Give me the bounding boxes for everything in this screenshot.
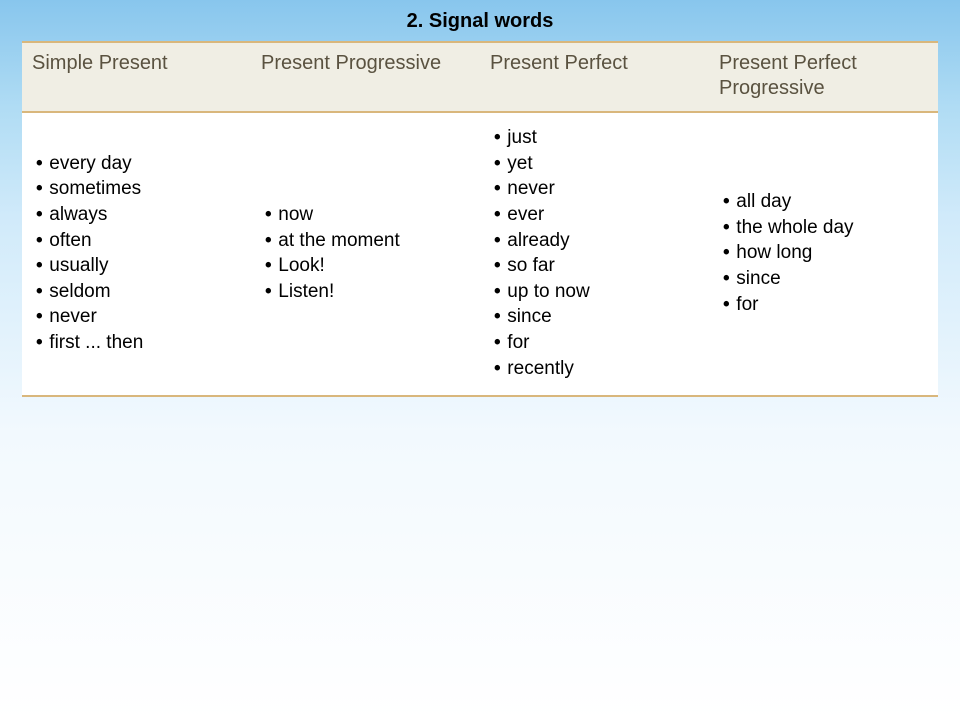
list-item: always [36, 202, 241, 228]
list-item: sometimes [36, 176, 241, 202]
list-item: never [36, 304, 241, 330]
list-item: up to now [494, 279, 699, 305]
list-item: seldom [36, 279, 241, 305]
cell-present-perfect: justyetnevereveralreadyso farup to nowsi… [480, 112, 709, 396]
list-item: first ... then [36, 330, 241, 356]
list-item: often [36, 228, 241, 254]
list-item: since [723, 266, 928, 292]
cell-simple-present: every daysometimesalwaysoftenusuallyseld… [22, 112, 251, 396]
col-header-simple-present: Simple Present [22, 42, 251, 112]
list-item: at the moment [265, 228, 470, 254]
col-header-present-perfect-progressive: Present Perfect Progressive [709, 42, 938, 112]
list-item: never [494, 176, 699, 202]
cell-present-perfect-progressive: all daythe whole dayhow longsincefor [709, 112, 938, 396]
slide: 2. Signal words Simple Present Present P… [0, 0, 960, 720]
slide-title: 2. Signal words [22, 10, 938, 33]
list-present-perfect: justyetnevereveralreadyso farup to nowsi… [494, 125, 699, 381]
col-header-present-perfect: Present Perfect [480, 42, 709, 112]
list-item: recently [494, 356, 699, 382]
list-item: all day [723, 189, 928, 215]
list-item: how long [723, 240, 928, 266]
list-item: since [494, 304, 699, 330]
list-item: for [723, 292, 928, 318]
list-item: ever [494, 202, 699, 228]
list-item: Look! [265, 253, 470, 279]
table-row: every daysometimesalwaysoftenusuallyseld… [22, 112, 938, 396]
list-item: just [494, 125, 699, 151]
list-item: usually [36, 253, 241, 279]
table-header-row: Simple Present Present Progressive Prese… [22, 42, 938, 112]
list-item: now [265, 202, 470, 228]
list-present-progressive: nowat the momentLook!Listen! [265, 202, 470, 305]
list-item: already [494, 228, 699, 254]
list-simple-present: every daysometimesalwaysoftenusuallyseld… [36, 151, 241, 356]
list-item: every day [36, 151, 241, 177]
cell-present-progressive: nowat the momentLook!Listen! [251, 112, 480, 396]
list-item: the whole day [723, 215, 928, 241]
col-header-present-progressive: Present Progressive [251, 42, 480, 112]
list-present-perfect-progressive: all daythe whole dayhow longsincefor [723, 189, 928, 317]
signal-words-table: Simple Present Present Progressive Prese… [22, 41, 938, 397]
list-item: yet [494, 151, 699, 177]
list-item: for [494, 330, 699, 356]
list-item: Listen! [265, 279, 470, 305]
list-item: so far [494, 253, 699, 279]
